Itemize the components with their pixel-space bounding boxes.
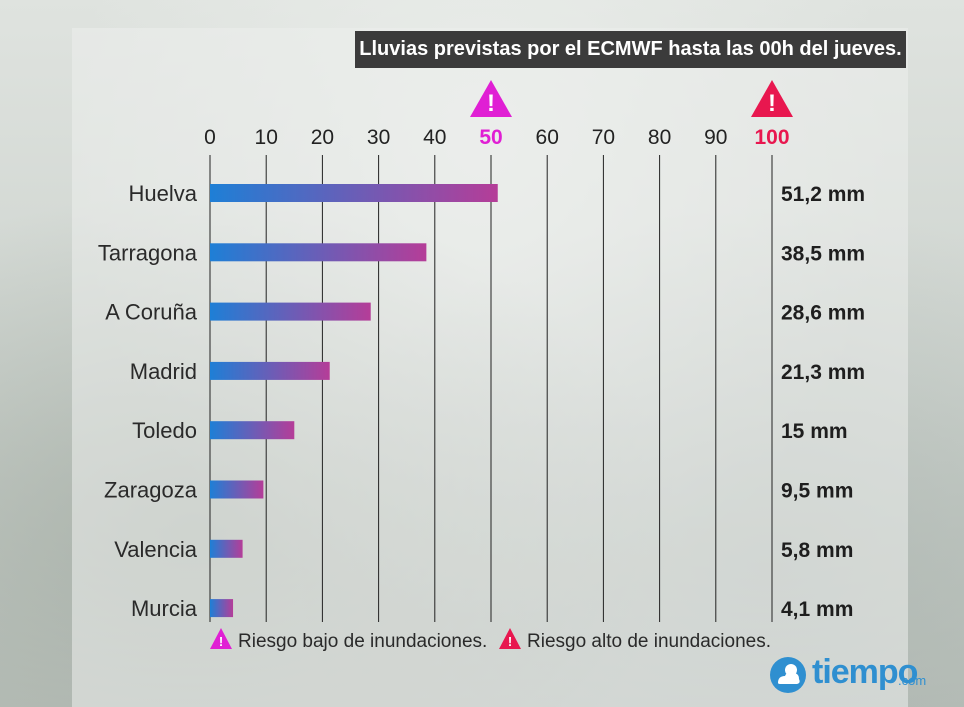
category-label: Zaragoza [104, 478, 198, 503]
warning-icon: ! [470, 80, 512, 117]
legend-item: ! Riesgo bajo de inundaciones. [210, 628, 487, 652]
bar [210, 599, 234, 618]
x-tick-label: 0 [204, 126, 216, 149]
value-label: 51,2 mm [781, 183, 865, 206]
value-label: 38,5 mm [781, 242, 865, 265]
x-tick-label: 50 [479, 126, 502, 149]
bar [210, 184, 498, 202]
x-tick-label: 20 [311, 126, 334, 149]
warning-triangle [470, 80, 512, 117]
bar [210, 480, 264, 499]
warning-icon [499, 628, 521, 649]
legend-label: Riesgo bajo de inundaciones. [238, 631, 487, 652]
bar [210, 243, 427, 262]
x-tick-label: 10 [255, 126, 278, 149]
value-label: 21,3 mm [781, 361, 865, 384]
bar [210, 302, 371, 321]
legend-item: ! Riesgo alto de inundaciones. [499, 628, 771, 652]
category-label: Madrid [130, 359, 197, 384]
tiempo-logo: tiempo .com [770, 653, 940, 695]
x-tick-label: 30 [367, 126, 390, 149]
x-tick-label: 80 [648, 126, 671, 149]
warning-mark: ! [219, 634, 223, 649]
warning-mark: ! [768, 90, 776, 117]
bar [210, 421, 295, 440]
category-label: Tarragona [98, 240, 198, 265]
chart-title: Lluvias previstas por el ECMWF hasta las… [355, 31, 906, 68]
warning-icon [210, 628, 232, 649]
category-label: Murcia [131, 596, 198, 621]
cloud-sun-icon [770, 657, 806, 693]
category-label: Huelva [129, 181, 198, 206]
value-label: 15 mm [781, 420, 848, 443]
category-label: Toledo [132, 418, 197, 443]
category-label: Valencia [114, 537, 198, 562]
value-label: 5,8 mm [781, 539, 853, 562]
warning-triangle [751, 80, 793, 117]
value-label: 9,5 mm [781, 480, 853, 503]
x-tick-label: 70 [592, 126, 615, 149]
x-tick-label: 60 [536, 126, 559, 149]
x-tick-label: 40 [423, 126, 446, 149]
bar [210, 539, 243, 558]
logo-suffix: .com [898, 673, 927, 688]
legend-label: Riesgo alto de inundaciones. [527, 631, 771, 652]
x-tick-label: 100 [754, 126, 789, 149]
value-label: 4,1 mm [781, 598, 853, 621]
value-label: 28,6 mm [781, 302, 865, 325]
warning-mark: ! [508, 634, 512, 649]
x-tick-label: 90 [704, 126, 727, 149]
warning-icon: ! [751, 80, 793, 117]
category-label: A Coruña [105, 300, 197, 325]
warning-mark: ! [487, 90, 495, 117]
bar [210, 361, 330, 380]
logo-word: tiempo [812, 653, 918, 691]
